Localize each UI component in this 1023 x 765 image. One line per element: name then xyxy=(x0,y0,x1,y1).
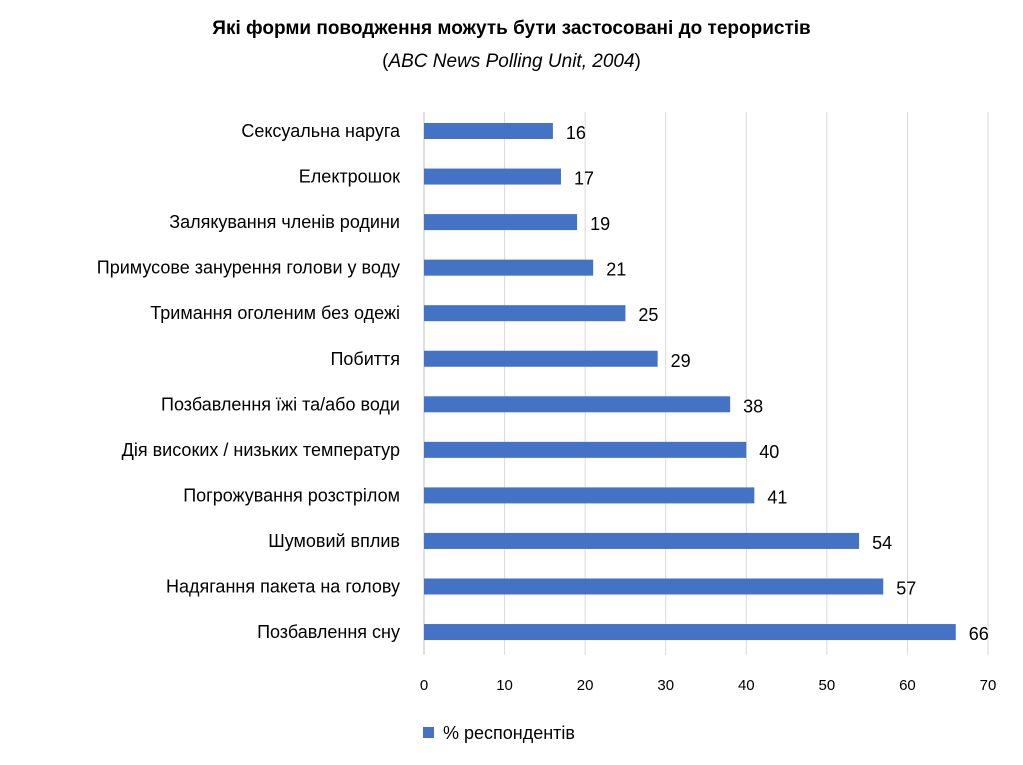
data-label: 16 xyxy=(566,123,586,143)
x-tick-label: 40 xyxy=(738,677,755,694)
bar xyxy=(424,532,860,549)
x-tick-label: 60 xyxy=(899,677,916,694)
chart-title: Які форми поводження можуть бути застосо… xyxy=(212,18,811,39)
category-label: Позбавлення сну xyxy=(257,622,400,642)
bar xyxy=(424,123,553,139)
category-label: Шумовий вплив xyxy=(268,531,400,551)
data-label: 40 xyxy=(759,442,779,462)
data-label: 29 xyxy=(671,351,691,371)
bar xyxy=(424,624,956,641)
bar xyxy=(424,214,578,231)
category-label: Побиття xyxy=(330,349,400,369)
subtitle-suffix: ) xyxy=(634,51,641,72)
category-label: Залякування членів родини xyxy=(169,212,400,232)
subtitle-prefix: ( xyxy=(382,51,389,72)
bar xyxy=(424,396,731,413)
x-tick-label: 0 xyxy=(420,677,428,694)
category-label: Дія високих / низьких температур xyxy=(122,440,400,460)
data-label: 17 xyxy=(574,169,594,189)
bar xyxy=(424,305,626,322)
bar xyxy=(424,578,884,595)
x-tick-label: 30 xyxy=(657,677,674,694)
bar xyxy=(424,487,755,504)
data-label: 19 xyxy=(590,214,610,234)
data-label: 41 xyxy=(767,487,787,507)
legend-swatch xyxy=(423,727,434,738)
data-label: 57 xyxy=(896,579,916,599)
x-tick-label: 50 xyxy=(819,677,836,694)
chart-subtitle: (ABC News Polling Unit, 2004) xyxy=(0,51,1023,73)
legend-label: % респондентів xyxy=(443,723,575,743)
data-label: 21 xyxy=(606,260,626,280)
data-label: 66 xyxy=(969,624,989,644)
x-tick-label: 70 xyxy=(980,677,997,694)
category-label: Позбавлення їжі та/або води xyxy=(161,394,400,414)
category-label: Погрожування розстрілом xyxy=(183,485,400,505)
bar xyxy=(424,259,594,276)
bar xyxy=(424,441,747,458)
bar xyxy=(424,168,561,185)
bar xyxy=(424,350,658,367)
category-label: Надягання пакета на голову xyxy=(166,577,400,597)
data-label: 54 xyxy=(872,533,892,553)
category-label: Сексуальна наруга xyxy=(241,121,401,141)
data-label: 25 xyxy=(638,305,658,325)
category-label: Тримання оголеним без одежі xyxy=(150,303,400,323)
category-label: Електрошок xyxy=(299,167,400,187)
category-label: Примусове занурення голови у воду xyxy=(97,258,400,278)
x-tick-label: 10 xyxy=(496,677,513,694)
x-tick-label: 20 xyxy=(577,677,594,694)
data-label: 38 xyxy=(743,396,763,416)
subtitle-source: ABC News Polling Unit, 2004 xyxy=(388,51,635,72)
